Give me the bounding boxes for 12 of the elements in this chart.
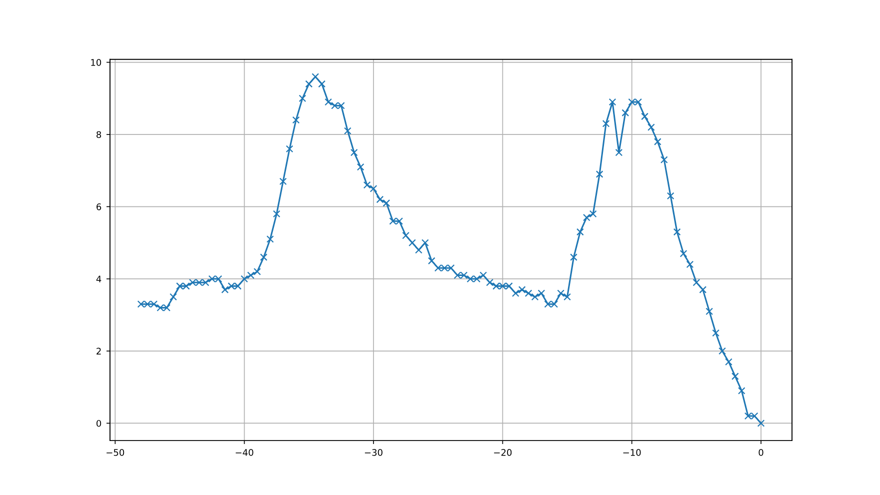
x-tick-label: −40 — [236, 449, 254, 456]
y-tick-label: 0 — [96, 420, 102, 427]
x-tick-label: −30 — [364, 449, 382, 456]
y-tick-label: 2 — [96, 348, 101, 354]
y-tick-label: 4 — [96, 276, 102, 282]
x-tick-label: −20 — [494, 449, 512, 456]
y-tick-label: 10 — [91, 59, 102, 66]
y-tick-label: 6 — [96, 203, 102, 210]
x-tick-label: −10 — [623, 449, 641, 456]
x-tick-label: 0 — [758, 449, 764, 456]
x-tick-label: −50 — [106, 449, 124, 456]
y-tick-label: 8 — [96, 131, 102, 138]
